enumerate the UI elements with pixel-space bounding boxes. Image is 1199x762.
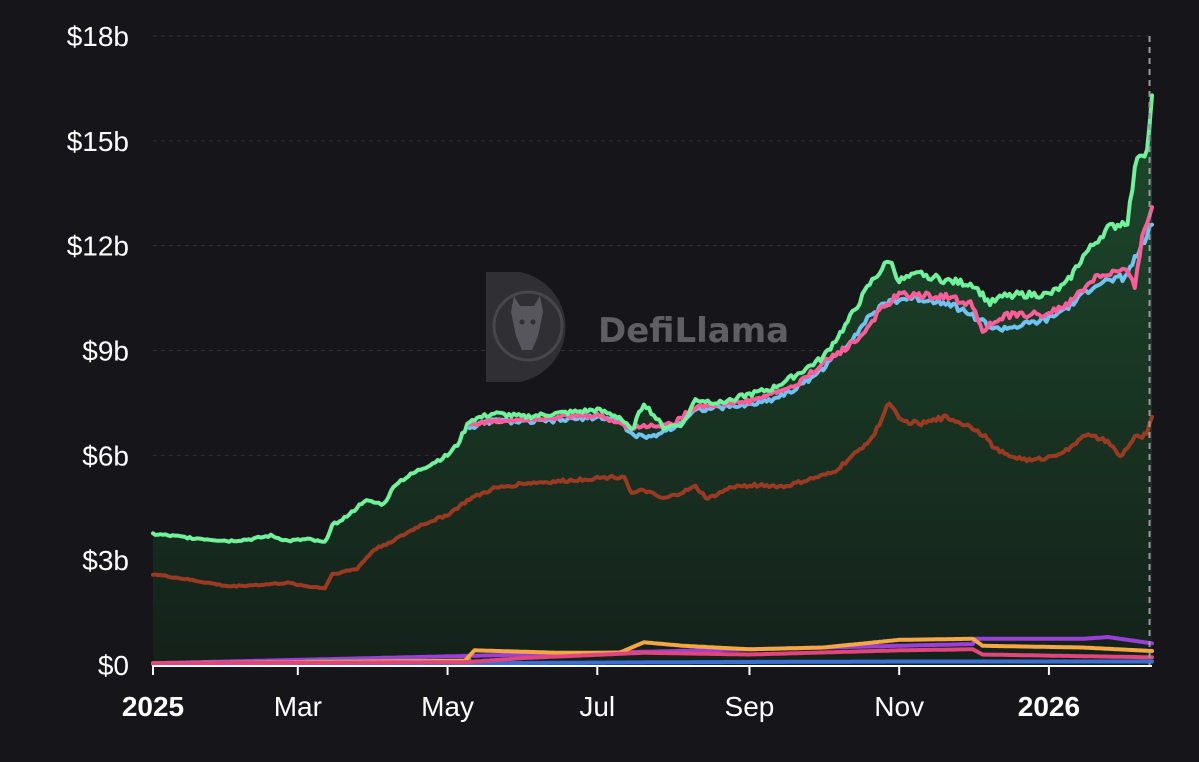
- y-tick-label: $3b: [82, 545, 129, 576]
- y-axis-ticks: $0 $3b $6b $9b $12b $15b $18b: [67, 21, 129, 681]
- x-tick-label: May: [421, 691, 474, 722]
- y-tick-label: $18b: [67, 21, 129, 52]
- x-axis-ticks: 2025 Mar May Jul Sep Nov 2026: [122, 665, 1080, 722]
- series-line: [151, 647, 1154, 666]
- series-line: [467, 222, 1154, 440]
- y-tick-label: $12b: [67, 231, 129, 262]
- x-tick-label: 2025: [122, 691, 184, 722]
- series-lines: [151, 93, 1154, 666]
- watermark-text: DefiLlama: [598, 311, 789, 351]
- y-tick-label: $0: [98, 650, 129, 681]
- series-line: [151, 401, 1154, 591]
- x-tick-label: Nov: [874, 691, 924, 722]
- y-tick-label: $6b: [82, 440, 129, 471]
- series-area: [153, 95, 1152, 665]
- x-tick-label: Jul: [579, 691, 615, 722]
- y-tick-label: $15b: [67, 126, 129, 157]
- defillama-logo-icon: [486, 272, 566, 382]
- x-tick-label: Sep: [725, 691, 775, 722]
- y-tick-label: $9b: [82, 336, 129, 367]
- series-line: [151, 93, 1154, 544]
- x-tick-label: Mar: [274, 691, 322, 722]
- x-tick-label: 2026: [1018, 691, 1080, 722]
- area-fills: [153, 95, 1153, 665]
- series-line: [467, 205, 1154, 431]
- defillama-watermark: DefiLlama: [486, 272, 789, 382]
